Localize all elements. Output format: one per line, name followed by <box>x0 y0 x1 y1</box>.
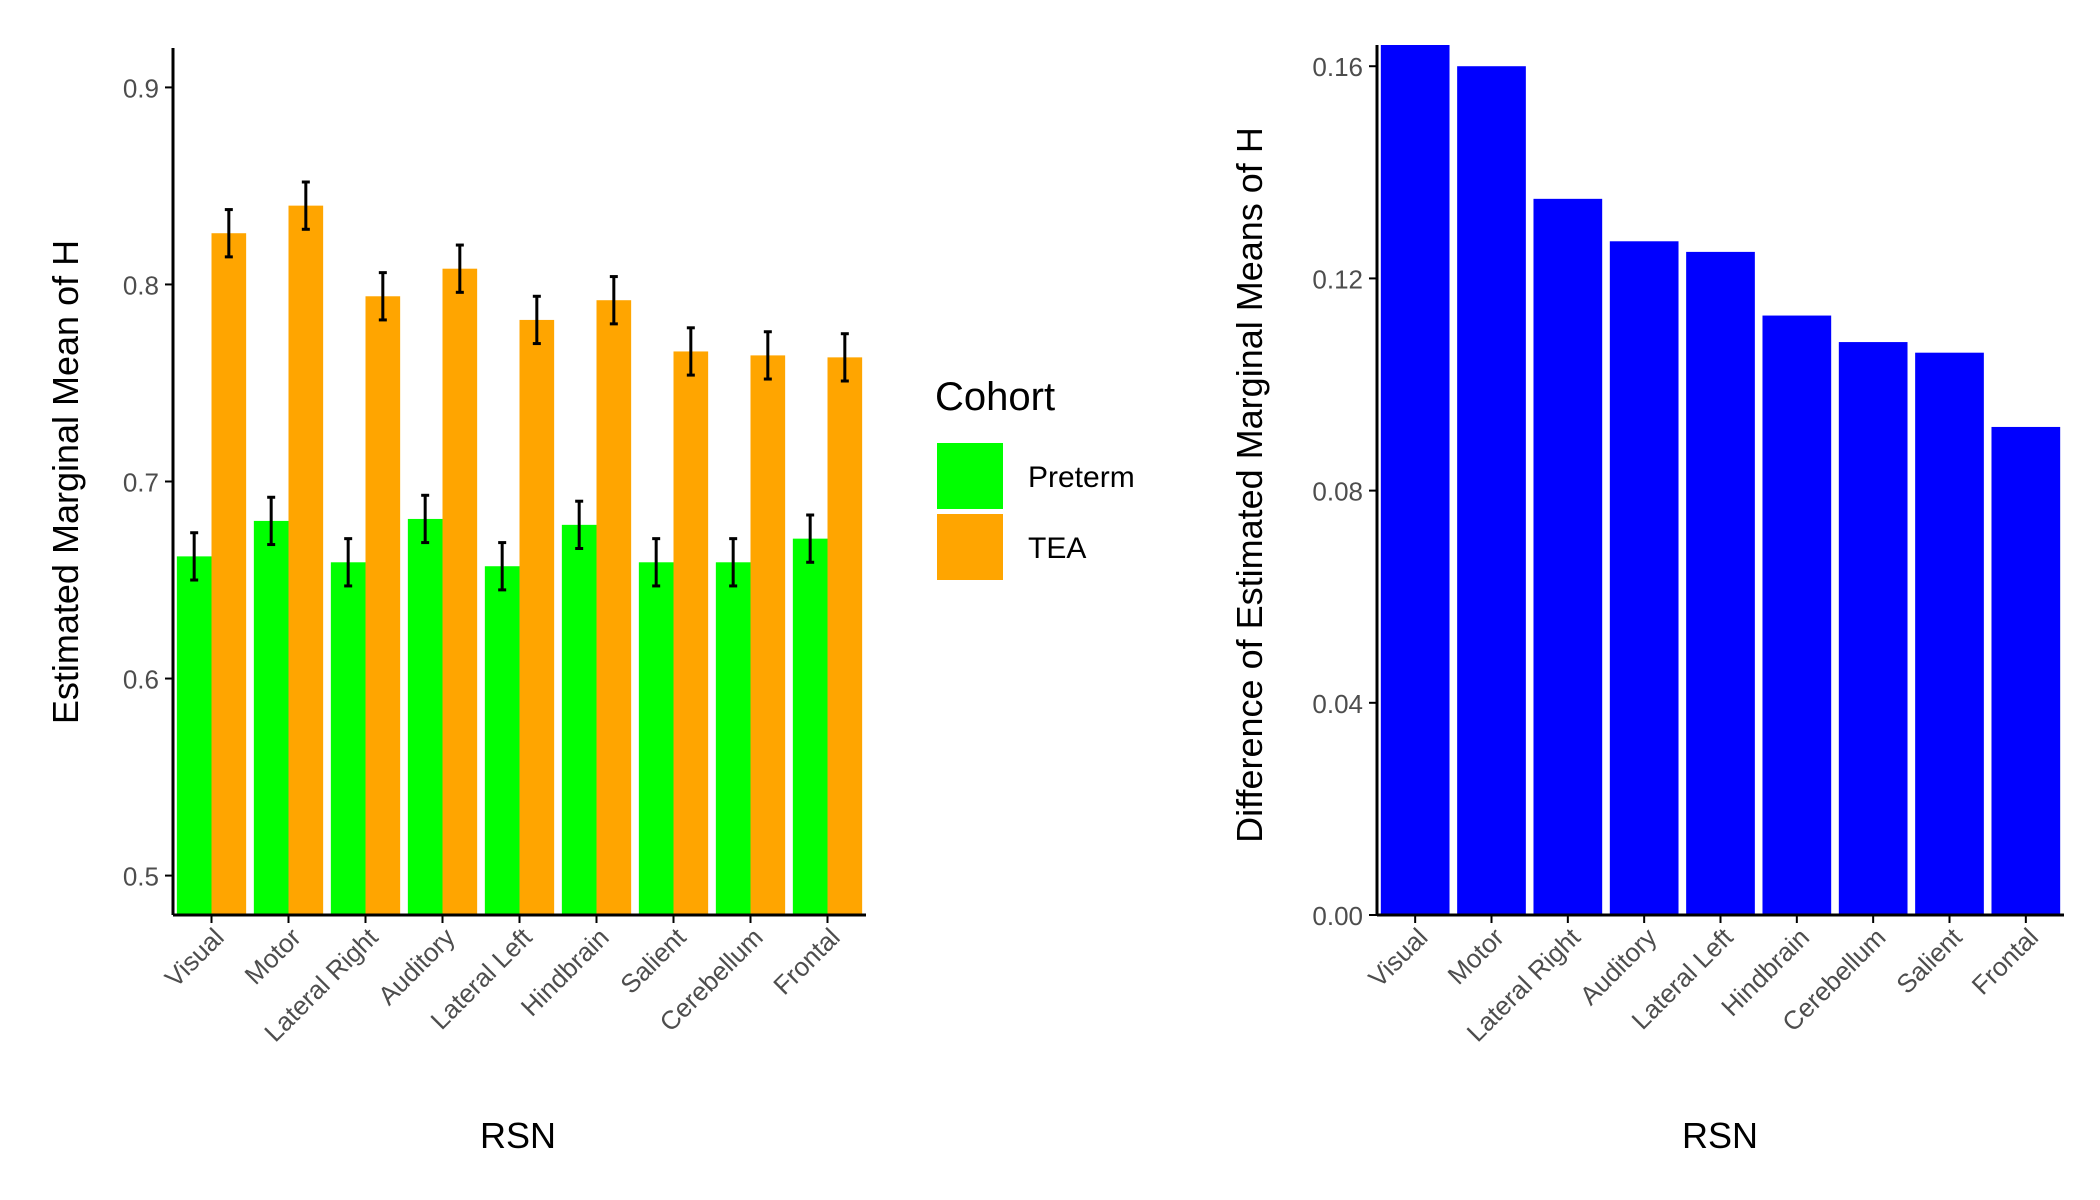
bar-tea-auditory <box>442 268 478 915</box>
y-tick-label: 0.6 <box>123 665 159 695</box>
errorbar-tea-frontal <box>840 332 849 383</box>
bar-preterm-salient <box>638 562 674 915</box>
bar-tea-cerebellum <box>750 355 786 916</box>
bar-difference-auditory <box>1609 241 1679 915</box>
x-tick-label: Frontal <box>767 922 845 1000</box>
bar-difference-lateral-right <box>1533 198 1603 916</box>
errorbar-tea-lateral-right <box>378 271 387 322</box>
bar-difference-cerebellum <box>1838 342 1908 915</box>
y-axis-title: Estimated Marginal Mean of H <box>45 240 86 724</box>
x-tick-label: Frontal <box>1966 922 2044 1000</box>
bar-difference-hindbrain <box>1762 315 1832 915</box>
errorbar-tea-motor <box>301 180 310 231</box>
x-tick-label: Salient <box>1890 921 1968 999</box>
errorbar-preterm-visual <box>190 531 199 582</box>
bar-tea-salient <box>673 351 709 915</box>
bar-preterm-lateral-left <box>484 566 520 915</box>
legend-label-tea: TEA <box>1028 532 1086 565</box>
bar-difference-salient <box>1915 352 1984 915</box>
y-tick-label: 0.9 <box>123 73 159 103</box>
errorbar-tea-salient <box>686 326 695 377</box>
bar-difference-lateral-left <box>1686 251 1755 915</box>
y-tick-label: 0.5 <box>123 862 159 892</box>
bar-difference-motor <box>1457 66 1526 916</box>
y-tick-label: 0.7 <box>123 468 159 498</box>
errorbar-preterm-lateral-right <box>344 537 353 588</box>
y-tick-label: 0.08 <box>1312 477 1363 507</box>
bar-difference-visual <box>1380 45 1450 915</box>
errorbar-tea-auditory <box>455 243 464 294</box>
errorbar-preterm-hindbrain <box>575 499 584 550</box>
bar-tea-hindbrain <box>596 300 632 916</box>
legend-swatch-preterm <box>937 443 1003 509</box>
y-tick-label: 0.00 <box>1312 901 1363 931</box>
y-axis-title: Difference of Estimated Marginal Means o… <box>1229 127 1270 843</box>
cohort-legend: Cohort Preterm TEA <box>935 375 1135 580</box>
legend-title: Cohort <box>935 375 1055 419</box>
errorbar-preterm-frontal <box>806 513 815 564</box>
bar-tea-visual <box>211 233 247 916</box>
x-tick-label: Visual <box>159 922 230 993</box>
bar-tea-frontal <box>827 357 863 916</box>
errorbar-tea-visual <box>224 208 233 259</box>
bar-preterm-frontal <box>792 538 828 915</box>
bar-tea-lateral-right <box>365 296 401 915</box>
bar-tea-lateral-left <box>519 319 555 915</box>
errorbar-tea-lateral-left <box>532 294 541 346</box>
errorbar-tea-cerebellum <box>763 330 772 381</box>
y-tick-label: 0.12 <box>1312 264 1363 294</box>
bar-preterm-auditory <box>407 518 443 915</box>
bar-preterm-visual <box>176 556 212 915</box>
legend-label-preterm: Preterm <box>1028 461 1135 494</box>
bar-preterm-motor <box>253 520 289 915</box>
bar-preterm-hindbrain <box>561 524 597 915</box>
errorbar-preterm-auditory <box>421 493 430 545</box>
errorbar-tea-hindbrain <box>609 275 618 326</box>
errorbar-preterm-motor <box>267 495 276 547</box>
bar-difference-frontal <box>1991 426 2061 915</box>
errorbar-preterm-lateral-left <box>498 541 507 592</box>
bar-preterm-lateral-right <box>330 562 366 915</box>
bar-preterm-cerebellum <box>715 562 751 915</box>
x-axis-title: RSN <box>1682 1115 1758 1156</box>
legend-swatch-tea <box>937 514 1003 580</box>
y-tick-label: 0.8 <box>123 270 159 300</box>
x-tick-label: Motor <box>239 922 307 990</box>
errorbar-preterm-cerebellum <box>729 537 738 588</box>
y-tick-label: 0.16 <box>1312 52 1363 82</box>
errorbar-preterm-salient <box>652 537 661 588</box>
x-tick-label: Visual <box>1362 922 1433 993</box>
y-tick-label: 0.04 <box>1312 689 1363 719</box>
x-tick-label: Motor <box>1442 922 1510 990</box>
x-axis-title: RSN <box>480 1115 556 1156</box>
bar-tea-motor <box>288 205 324 916</box>
